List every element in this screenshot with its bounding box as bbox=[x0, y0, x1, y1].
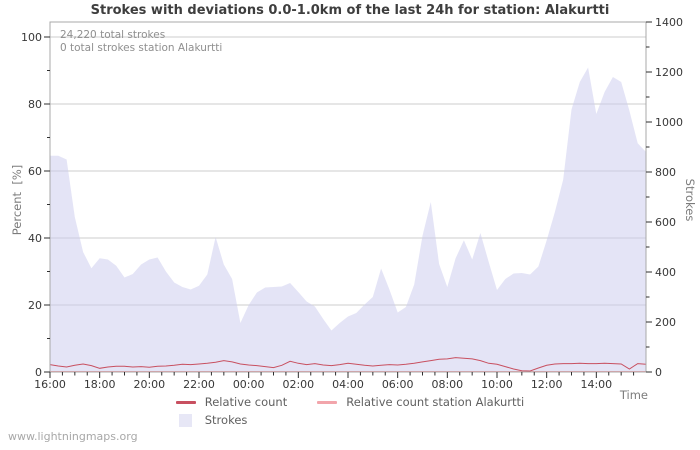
x-tick-label: 00:00 bbox=[233, 378, 265, 391]
legend-row-1: Relative count Relative count station Al… bbox=[175, 395, 524, 409]
y-left-tick-label: 60 bbox=[28, 165, 42, 178]
legend-label-relative-count-station: Relative count station Alakurtti bbox=[346, 395, 525, 409]
legend-label-relative-count: Relative count bbox=[204, 395, 288, 409]
legend-swatch-relative-count bbox=[175, 400, 196, 404]
x-tick-label: 06:00 bbox=[382, 378, 414, 391]
y-left-tick-label: 40 bbox=[28, 232, 42, 245]
legend-swatch-strokes bbox=[179, 413, 193, 427]
right-axis-title: Strokes bbox=[683, 178, 697, 222]
strokes-area-series bbox=[50, 67, 646, 372]
y-left-tick-label: 0 bbox=[35, 366, 42, 379]
x-tick-label: 08:00 bbox=[431, 378, 463, 391]
legend-item-relative-count-station: Relative count station Alakurtti bbox=[317, 395, 524, 409]
y-right-tick-label: 1400 bbox=[655, 16, 683, 29]
x-tick-label: 16:00 bbox=[34, 378, 66, 391]
x-tick-label: 18:00 bbox=[84, 378, 116, 391]
y-right-tick-label: 0 bbox=[655, 366, 662, 379]
annotation-station-strokes: 0 total strokes station Alakurtti bbox=[60, 42, 223, 54]
legend-swatch-relative-count-station bbox=[317, 400, 338, 404]
y-right-tick-label: 1000 bbox=[655, 116, 683, 129]
y-right-tick-label: 800 bbox=[655, 166, 676, 179]
y-right-tick-label: 400 bbox=[655, 266, 676, 279]
legend: Relative count Relative count station Al… bbox=[0, 395, 700, 427]
legend-item-relative-count: Relative count bbox=[175, 395, 288, 409]
x-tick-label: 22:00 bbox=[183, 378, 215, 391]
x-tick-label: 14:00 bbox=[580, 378, 612, 391]
legend-item-strokes: Strokes bbox=[176, 413, 248, 427]
legend-box: Relative count Relative count station Al… bbox=[175, 395, 524, 427]
x-tick-label: 10:00 bbox=[481, 378, 513, 391]
y-left-tick-label: 100 bbox=[21, 31, 42, 44]
x-tick-label: 12:00 bbox=[531, 378, 563, 391]
y-right-tick-label: 200 bbox=[655, 316, 676, 329]
annotation-total-strokes: 24,220 total strokes bbox=[60, 29, 166, 41]
x-axis-title: Time bbox=[619, 388, 648, 402]
legend-label-strokes: Strokes bbox=[204, 413, 248, 427]
x-tick-label: 04:00 bbox=[332, 378, 364, 391]
y-left-tick-label: 20 bbox=[28, 299, 42, 312]
chart-title: Strokes with deviations 0.0-1.0km of the… bbox=[90, 3, 610, 18]
watermark: www.lightningmaps.org bbox=[8, 430, 138, 443]
y-right-tick-label: 1200 bbox=[655, 66, 683, 79]
x-tick-label: 20:00 bbox=[133, 378, 165, 391]
left-axis-title: Percent [%] bbox=[10, 164, 24, 236]
legend-row-2: Strokes bbox=[176, 413, 248, 427]
y-left-tick-label: 80 bbox=[28, 98, 42, 111]
y-right-tick-label: 600 bbox=[655, 216, 676, 229]
x-tick-label: 02:00 bbox=[282, 378, 314, 391]
relative-count-series bbox=[49, 357, 647, 372]
